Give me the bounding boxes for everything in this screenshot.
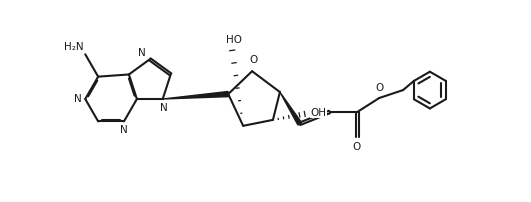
Text: HO: HO <box>226 35 242 45</box>
Text: N: N <box>160 103 168 113</box>
Text: O: O <box>352 142 361 152</box>
Text: O: O <box>375 83 383 93</box>
Polygon shape <box>162 92 228 99</box>
Text: OH: OH <box>311 108 327 118</box>
Text: N: N <box>138 48 146 58</box>
Text: N: N <box>73 94 81 104</box>
Polygon shape <box>280 92 302 125</box>
Text: H₂N: H₂N <box>64 42 83 52</box>
Text: N: N <box>120 125 128 135</box>
Text: O: O <box>249 55 257 65</box>
